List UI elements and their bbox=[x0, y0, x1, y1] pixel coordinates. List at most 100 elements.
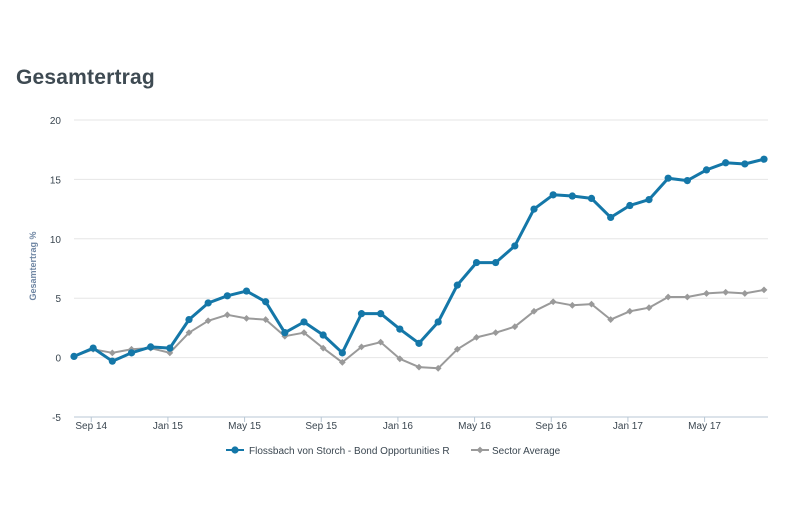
data-point[interactable] bbox=[338, 358, 346, 366]
data-point[interactable] bbox=[204, 299, 212, 307]
data-point[interactable] bbox=[358, 343, 365, 351]
data-point[interactable] bbox=[396, 355, 404, 363]
x-axis: Sep 14 Jan 15 May 15 Sep 15 Jan 16 May 16 Sep … bbox=[74, 416, 768, 432]
data-point[interactable] bbox=[319, 331, 327, 339]
data-point[interactable] bbox=[722, 288, 730, 296]
series-line bbox=[73, 288, 765, 370]
x-tick-label: Sep 15 bbox=[305, 421, 337, 432]
x-tick-label: Sep 14 bbox=[75, 421, 107, 432]
legend-label: Sector Average bbox=[492, 446, 561, 457]
data-point[interactable] bbox=[300, 329, 308, 337]
data-point[interactable] bbox=[549, 191, 557, 199]
data-point[interactable] bbox=[511, 323, 519, 331]
data-point[interactable] bbox=[607, 213, 615, 222]
data-point[interactable] bbox=[300, 318, 308, 326]
data-point[interactable] bbox=[683, 176, 691, 185]
y-tick-label: 10 bbox=[50, 235, 62, 246]
data-point[interactable] bbox=[453, 345, 461, 353]
x-tick-label: Jan 15 bbox=[153, 421, 183, 432]
grid-lines bbox=[74, 119, 768, 359]
data-point[interactable] bbox=[127, 349, 136, 357]
data-point[interactable] bbox=[683, 293, 691, 301]
data-point[interactable] bbox=[338, 349, 346, 357]
data-point[interactable] bbox=[357, 310, 366, 318]
data-point[interactable] bbox=[243, 314, 250, 322]
x-tick-label: Jan 17 bbox=[613, 421, 643, 432]
data-point[interactable] bbox=[166, 344, 174, 352]
data-point[interactable] bbox=[588, 300, 595, 308]
data-point[interactable] bbox=[473, 334, 480, 341]
data-point[interactable] bbox=[703, 290, 710, 297]
data-point[interactable] bbox=[549, 298, 557, 306]
series-fund bbox=[70, 155, 768, 365]
y-tick-label: 5 bbox=[55, 294, 61, 305]
data-point[interactable] bbox=[568, 192, 576, 200]
data-point[interactable] bbox=[587, 194, 596, 203]
data-point[interactable] bbox=[223, 292, 231, 300]
legend-label: Flossbach von Storch - Bond Opportunitie… bbox=[249, 446, 450, 457]
data-point[interactable] bbox=[434, 364, 442, 372]
data-point[interactable] bbox=[741, 160, 749, 168]
chart-title: Gesamtertrag bbox=[16, 66, 155, 89]
data-point[interactable] bbox=[262, 316, 270, 323]
data-point[interactable] bbox=[741, 290, 749, 297]
data-point[interactable] bbox=[492, 258, 500, 267]
data-point[interactable] bbox=[185, 315, 193, 324]
data-point[interactable] bbox=[568, 301, 576, 309]
data-point[interactable] bbox=[607, 316, 615, 323]
data-point[interactable] bbox=[319, 344, 327, 352]
data-point[interactable] bbox=[492, 329, 500, 337]
data-point[interactable] bbox=[262, 298, 270, 306]
data-point[interactable] bbox=[185, 329, 193, 337]
y-tick-label: 0 bbox=[55, 354, 61, 365]
data-point[interactable] bbox=[472, 258, 481, 267]
legend-marker bbox=[231, 446, 239, 454]
data-point[interactable] bbox=[530, 307, 538, 315]
series-sector-average bbox=[70, 286, 768, 372]
series-line bbox=[73, 157, 765, 363]
data-point[interactable] bbox=[396, 325, 404, 333]
data-point[interactable] bbox=[377, 338, 385, 346]
data-point[interactable] bbox=[281, 329, 289, 337]
y-tick-label: 15 bbox=[50, 175, 62, 186]
data-point[interactable] bbox=[108, 349, 116, 357]
y-axis-ticks: -5 0 5 10 15 20 bbox=[50, 116, 62, 424]
x-tick-label: May 16 bbox=[458, 421, 491, 432]
data-point[interactable] bbox=[722, 159, 730, 167]
legend: Flossbach von Storch - Bond Opportunitie… bbox=[226, 446, 561, 457]
data-point[interactable] bbox=[70, 352, 78, 361]
y-axis-label: Gesamtertrag % bbox=[28, 231, 38, 300]
data-point[interactable] bbox=[89, 344, 97, 352]
data-point[interactable] bbox=[453, 281, 461, 289]
data-point[interactable] bbox=[511, 242, 519, 250]
data-point[interactable] bbox=[664, 293, 672, 301]
data-point[interactable] bbox=[377, 310, 385, 318]
legend-item-sector-average[interactable]: Sector Average bbox=[471, 446, 561, 457]
data-point[interactable] bbox=[530, 205, 538, 213]
data-point[interactable] bbox=[204, 317, 212, 325]
data-point[interactable] bbox=[147, 343, 155, 351]
data-point[interactable] bbox=[626, 307, 634, 315]
data-point[interactable] bbox=[702, 166, 711, 174]
data-point[interactable] bbox=[760, 286, 768, 294]
data-point[interactable] bbox=[664, 174, 672, 182]
data-point[interactable] bbox=[223, 311, 231, 319]
y-tick-label: 20 bbox=[50, 116, 62, 127]
data-point[interactable] bbox=[434, 318, 442, 326]
x-tick-label: Sep 16 bbox=[535, 421, 567, 432]
y-tick-label: -5 bbox=[52, 413, 61, 424]
x-tick-label: May 15 bbox=[228, 421, 261, 432]
data-point[interactable] bbox=[626, 201, 634, 210]
data-point[interactable] bbox=[242, 287, 251, 295]
series-group bbox=[70, 155, 768, 372]
x-tick-label: Jan 16 bbox=[383, 421, 413, 432]
data-point[interactable] bbox=[415, 339, 423, 347]
data-point[interactable] bbox=[645, 195, 653, 204]
data-point[interactable] bbox=[108, 357, 116, 365]
data-point[interactable] bbox=[415, 363, 423, 371]
data-point[interactable] bbox=[760, 155, 768, 163]
legend-item-fund[interactable]: Flossbach von Storch - Bond Opportunitie… bbox=[226, 446, 450, 457]
data-point[interactable] bbox=[645, 304, 653, 312]
x-tick-label: May 17 bbox=[688, 421, 721, 432]
